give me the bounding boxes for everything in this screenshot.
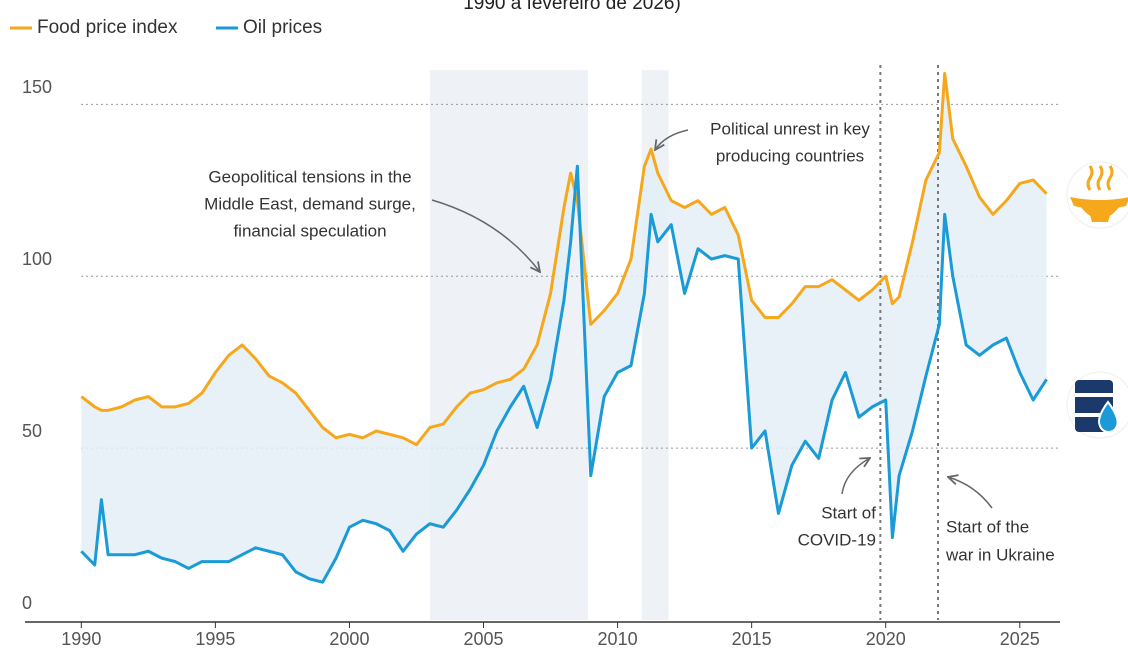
legend-label: Oil prices <box>243 17 322 38</box>
y-tick-label: 0 <box>22 593 32 613</box>
x-tick-label: 2010 <box>598 629 638 649</box>
annotation-text: COVID-19 <box>798 530 876 549</box>
annotation-text: financial speculation <box>233 221 386 240</box>
x-tick-label: 1995 <box>195 629 235 649</box>
annotation-text: Start of the <box>946 517 1029 536</box>
shaded-period <box>641 70 669 620</box>
series-line <box>80 164 1048 584</box>
x-tick-label: 1990 <box>61 629 101 649</box>
shaded-period <box>429 70 589 620</box>
x-tick-label: 2025 <box>1000 629 1040 649</box>
annotation-arrow <box>431 199 540 272</box>
legend-label: Food price index <box>37 17 178 38</box>
chart-title: 1990 a fevereiro de 2026) <box>463 0 681 14</box>
x-tick-label: 2000 <box>329 629 369 649</box>
food-icon <box>1066 161 1128 229</box>
annotation-text: Start of <box>821 503 876 522</box>
annotation-arrow <box>841 458 870 495</box>
annotation-text: war in Ukraine <box>945 545 1055 564</box>
annotation-arrow <box>655 129 689 150</box>
annotation-arrow <box>948 477 993 509</box>
annotation-text: producing countries <box>716 146 864 165</box>
oil-icon <box>1066 371 1128 439</box>
annotation-text: Middle East, demand surge, <box>204 194 416 213</box>
y-tick-label: 100 <box>22 249 52 269</box>
x-tick-label: 2020 <box>866 629 906 649</box>
band-fill <box>81 73 1047 583</box>
series-line <box>80 71 1048 447</box>
y-tick-label: 150 <box>22 77 52 97</box>
y-tick-label: 50 <box>22 421 42 441</box>
x-tick-label: 2005 <box>463 629 503 649</box>
annotation-text: Geopolitical tensions in the <box>208 167 411 186</box>
x-tick-label: 2015 <box>732 629 772 649</box>
annotation-text: Political unrest in key <box>710 119 870 138</box>
background-layer <box>81 70 1060 620</box>
